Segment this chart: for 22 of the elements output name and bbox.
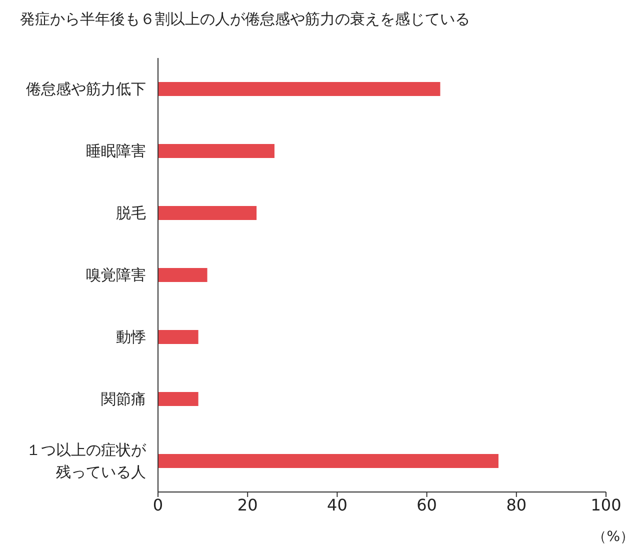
x-axis-title: （%） [592, 528, 634, 546]
x-tick-label: 100 [590, 495, 622, 514]
bar [158, 268, 208, 282]
x-tick-label: 20 [237, 495, 258, 514]
y-tick-label: 動悸 [116, 328, 146, 346]
bar [158, 454, 498, 468]
y-tick-label: 脱毛 [116, 204, 146, 222]
y-tick-label: 睡眠障害 [86, 142, 146, 160]
x-tick-label: 40 [327, 495, 348, 514]
y-tick-label: 関節痛 [101, 390, 146, 408]
y-tick-label: 嗅覚障害 [86, 266, 146, 284]
bar [158, 392, 198, 406]
x-tick-label: 60 [416, 495, 437, 514]
y-tick-label: 倦怠感や筋力低下 [26, 80, 146, 98]
x-tick-label: 80 [506, 495, 527, 514]
bar [158, 206, 257, 220]
bar [158, 82, 440, 96]
y-tick-label: １つ以上の症状が残っている人 [26, 441, 147, 481]
x-tick-label: 0 [152, 495, 164, 514]
bar [158, 330, 198, 344]
chart-title: 発症から半年後も６割以上の人が倦怠感や筋力の衰えを感じている [19, 9, 471, 30]
bar [158, 144, 274, 158]
